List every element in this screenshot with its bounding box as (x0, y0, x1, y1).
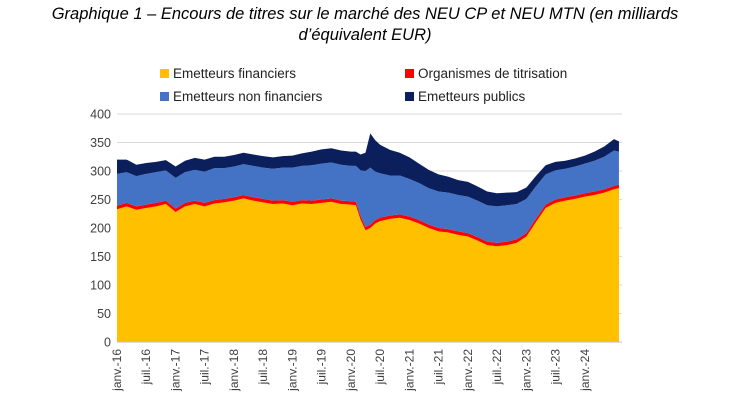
x-tick-label: juil.-17 (198, 349, 212, 386)
x-tick-label: janv.-20 (344, 349, 358, 392)
x-tick-label: juil.-20 (373, 349, 387, 386)
x-tick-label: juil.-23 (548, 349, 562, 386)
chart-title-line-2: d’équivalent EUR) (298, 26, 432, 44)
y-tick-label: 100 (90, 279, 111, 293)
x-tick-label: juil.-21 (432, 349, 446, 386)
y-tick-label: 300 (90, 165, 111, 179)
y-tick-label: 200 (90, 222, 111, 236)
legend-label-publics: Emetteurs publics (418, 89, 526, 104)
area-emetteurs-financiers (117, 188, 619, 342)
x-tick-label: juil.-18 (256, 349, 270, 386)
legend-item-publics: Emetteurs publics (405, 89, 525, 104)
x-tick-label: janv.-23 (519, 349, 533, 392)
chart-title-line-1: Graphique 1 – Encours de titres sur le m… (51, 5, 679, 23)
legend-item-titrisation: Organismes de titrisation (405, 66, 567, 81)
x-tick-label: janv.-18 (227, 349, 241, 392)
x-tick-label: janv.-21 (403, 349, 417, 392)
x-tick-label: janv.-22 (461, 349, 475, 392)
legend-swatch-non-financiers (160, 92, 169, 101)
legend-label-titrisation: Organismes de titrisation (418, 66, 568, 81)
x-tick-label: janv.-17 (169, 349, 183, 392)
area-emetteurs-non-financiers (117, 150, 619, 243)
x-tick-label: janv.-16 (110, 349, 124, 392)
x-tick-label: juil.-22 (490, 349, 504, 386)
x-tick-label: janv.-19 (285, 349, 299, 392)
chart-legend: Emetteurs financiers Organismes de titri… (0, 0, 730, 104)
legend-swatch-titrisation (405, 69, 414, 78)
legend-label-non-financiers: Emetteurs non financiers (173, 89, 323, 104)
y-tick-label: 50 (97, 307, 111, 321)
legend-swatch-publics (405, 92, 414, 101)
y-tick-label: 250 (90, 193, 111, 207)
legend-label-financiers: Emetteurs financiers (173, 66, 297, 81)
x-tick-label: janv.-24 (578, 349, 592, 392)
chart-title: Graphique 1 – Encours de titres sur le m… (0, 4, 730, 46)
legend-item-financiers: Emetteurs financiers (160, 66, 296, 81)
y-tick-label: 400 (90, 108, 111, 122)
x-tick-label: juil.-16 (139, 349, 153, 386)
legend-swatch-financiers (160, 69, 169, 78)
y-tick-label: 150 (90, 250, 111, 264)
y-tick-label: 350 (90, 136, 111, 150)
area-emetteurs-publics (117, 133, 619, 207)
legend-item-non-financiers: Emetteurs non financiers (160, 89, 322, 104)
x-tick-label: juil.-19 (314, 349, 328, 386)
y-tick-label: 0 (104, 336, 111, 350)
